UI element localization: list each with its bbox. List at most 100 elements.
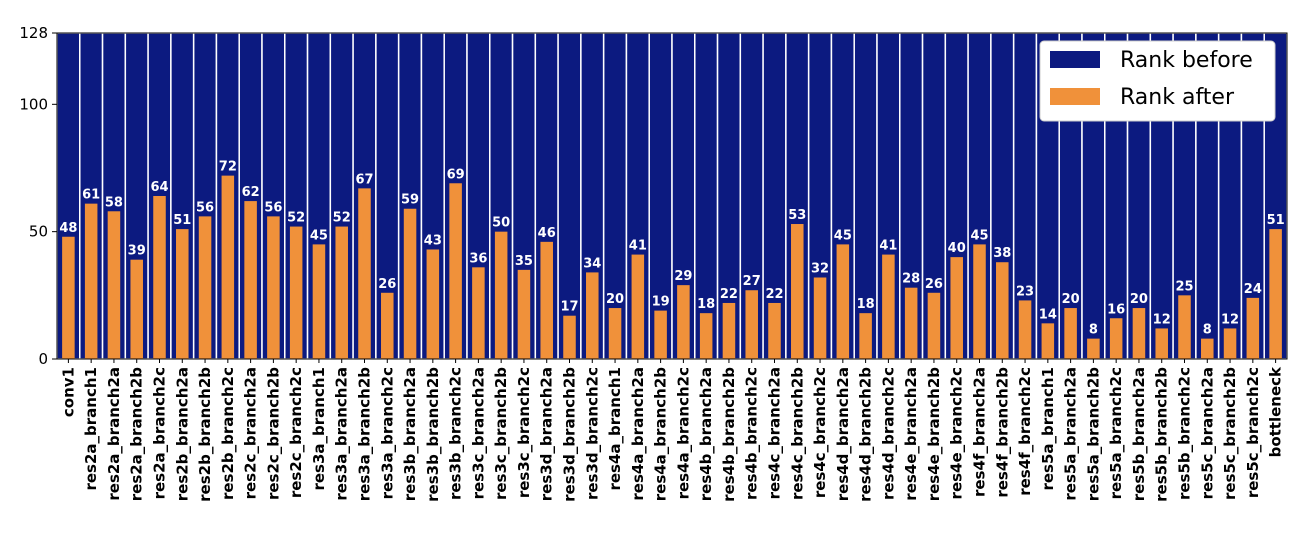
- bar: [699, 313, 713, 359]
- x-tick-label: res2b_branch2c: [219, 367, 237, 500]
- data-label: 53: [788, 208, 806, 223]
- data-label: 56: [196, 200, 214, 215]
- data-label: 22: [720, 287, 738, 302]
- x-tick-label: bottleneck: [1267, 366, 1285, 457]
- bar: [745, 290, 758, 359]
- data-label: 50: [492, 216, 510, 231]
- data-label: 17: [560, 300, 578, 315]
- bar: [107, 211, 121, 359]
- bar: [996, 262, 1009, 359]
- x-tick-label: res4b_branch2b: [720, 367, 738, 502]
- data-label: 45: [970, 228, 988, 243]
- bar: [1087, 338, 1100, 359]
- bar: [221, 175, 235, 359]
- data-label: 51: [173, 213, 191, 228]
- data-label: 36: [469, 251, 487, 266]
- bar: [1132, 308, 1146, 359]
- legend-label: Rank after: [1120, 85, 1235, 110]
- x-tick-label: res5a_branch2b: [1084, 367, 1102, 502]
- bar: [62, 236, 75, 359]
- data-label: 19: [652, 295, 670, 310]
- x-tick-label: res4e_branch2c: [948, 367, 966, 499]
- bar: [1178, 295, 1191, 359]
- x-tick-label: res3b_branch2b: [424, 367, 442, 502]
- data-label: 18: [857, 297, 875, 312]
- bar: [130, 259, 143, 359]
- data-label: 52: [287, 211, 305, 226]
- x-tick-label: res2a_branch2b: [128, 367, 146, 502]
- x-tick-label: res5b_branch2c: [1176, 367, 1194, 500]
- x-tick-label: res3d_branch2b: [561, 367, 579, 502]
- y-tick-label: 50: [29, 223, 48, 241]
- x-tick-label: res4b_branch2c: [743, 367, 761, 500]
- x-tick-label: res5c_branch2c: [1244, 367, 1262, 498]
- x-tick-label: res2a_branch2a: [105, 367, 123, 501]
- data-label: 8: [1203, 323, 1212, 338]
- x-tick-label: res4a_branch1: [606, 367, 624, 491]
- legend-swatch: [1050, 51, 1100, 68]
- bar: [859, 313, 872, 359]
- bar: [289, 226, 303, 359]
- bar: [198, 216, 212, 359]
- x-tick-label: res5a_branch2c: [1107, 367, 1125, 499]
- x-tick-label: res2b_branch2b: [196, 367, 214, 502]
- x-tick-label: res2a_branch2c: [151, 367, 169, 499]
- data-label: 58: [105, 195, 123, 210]
- bar: [768, 302, 781, 359]
- bar: [836, 244, 850, 359]
- x-tick-label: res2a_branch1: [82, 367, 100, 491]
- data-label: 52: [333, 211, 351, 226]
- x-tick-label: res4d_branch2a: [834, 367, 852, 501]
- data-label: 51: [1267, 213, 1285, 228]
- data-label: 20: [1062, 292, 1080, 307]
- x-tick-label: res3d_branch2a: [538, 367, 556, 501]
- data-label: 69: [447, 167, 465, 182]
- data-label: 62: [242, 185, 260, 200]
- x-tick-label: res4a_branch2a: [629, 367, 647, 501]
- bar: [791, 224, 804, 359]
- x-tick-label: res4f_branch2b: [993, 367, 1011, 498]
- x-tick-label: res3c_branch2a: [469, 367, 487, 499]
- data-label: 8: [1089, 323, 1098, 338]
- bar: [1201, 338, 1214, 359]
- data-label: 22: [765, 287, 783, 302]
- bar: [950, 257, 963, 359]
- x-tick-label: res5a_branch2a: [1062, 367, 1080, 501]
- x-tick-label: res5c_branch2b: [1221, 367, 1239, 500]
- bar: [517, 269, 531, 359]
- bar: [1041, 323, 1055, 359]
- x-tick-label: res4a_branch2c: [674, 367, 692, 499]
- x-tick-label: res3a_branch2a: [333, 367, 351, 501]
- bar: [312, 244, 326, 359]
- bar: [153, 196, 166, 359]
- data-label: 28: [902, 272, 920, 287]
- data-label: 59: [401, 193, 419, 208]
- x-tick-label: res4b_branch2a: [697, 367, 715, 501]
- legend-swatch: [1050, 88, 1100, 105]
- bar: [176, 229, 189, 359]
- data-label: 48: [59, 221, 77, 236]
- data-label: 23: [1016, 284, 1034, 299]
- data-label: 46: [538, 226, 556, 241]
- bar: [586, 272, 599, 359]
- data-label: 72: [219, 160, 237, 175]
- x-tick-label: res3b_branch2a: [401, 367, 419, 501]
- x-tick-label: res4f_branch2c: [1016, 367, 1034, 496]
- data-label: 41: [629, 239, 647, 254]
- data-label: 32: [811, 262, 829, 277]
- data-label: 25: [1175, 279, 1193, 294]
- data-label: 20: [1130, 292, 1148, 307]
- x-tick-label: res3a_branch2c: [378, 367, 396, 499]
- x-tick-label: conv1: [59, 367, 77, 417]
- bar: [927, 292, 941, 359]
- data-label: 34: [583, 256, 601, 271]
- data-label: 16: [1107, 302, 1125, 317]
- bar: [1109, 318, 1123, 359]
- x-tick-label: res4e_branch2a: [902, 367, 920, 501]
- data-label: 18: [697, 297, 715, 312]
- x-tick-label: res4c_branch2b: [788, 367, 806, 500]
- data-label: 43: [424, 233, 442, 248]
- data-label: 56: [264, 200, 282, 215]
- x-tick-label: res4a_branch2b: [652, 367, 670, 502]
